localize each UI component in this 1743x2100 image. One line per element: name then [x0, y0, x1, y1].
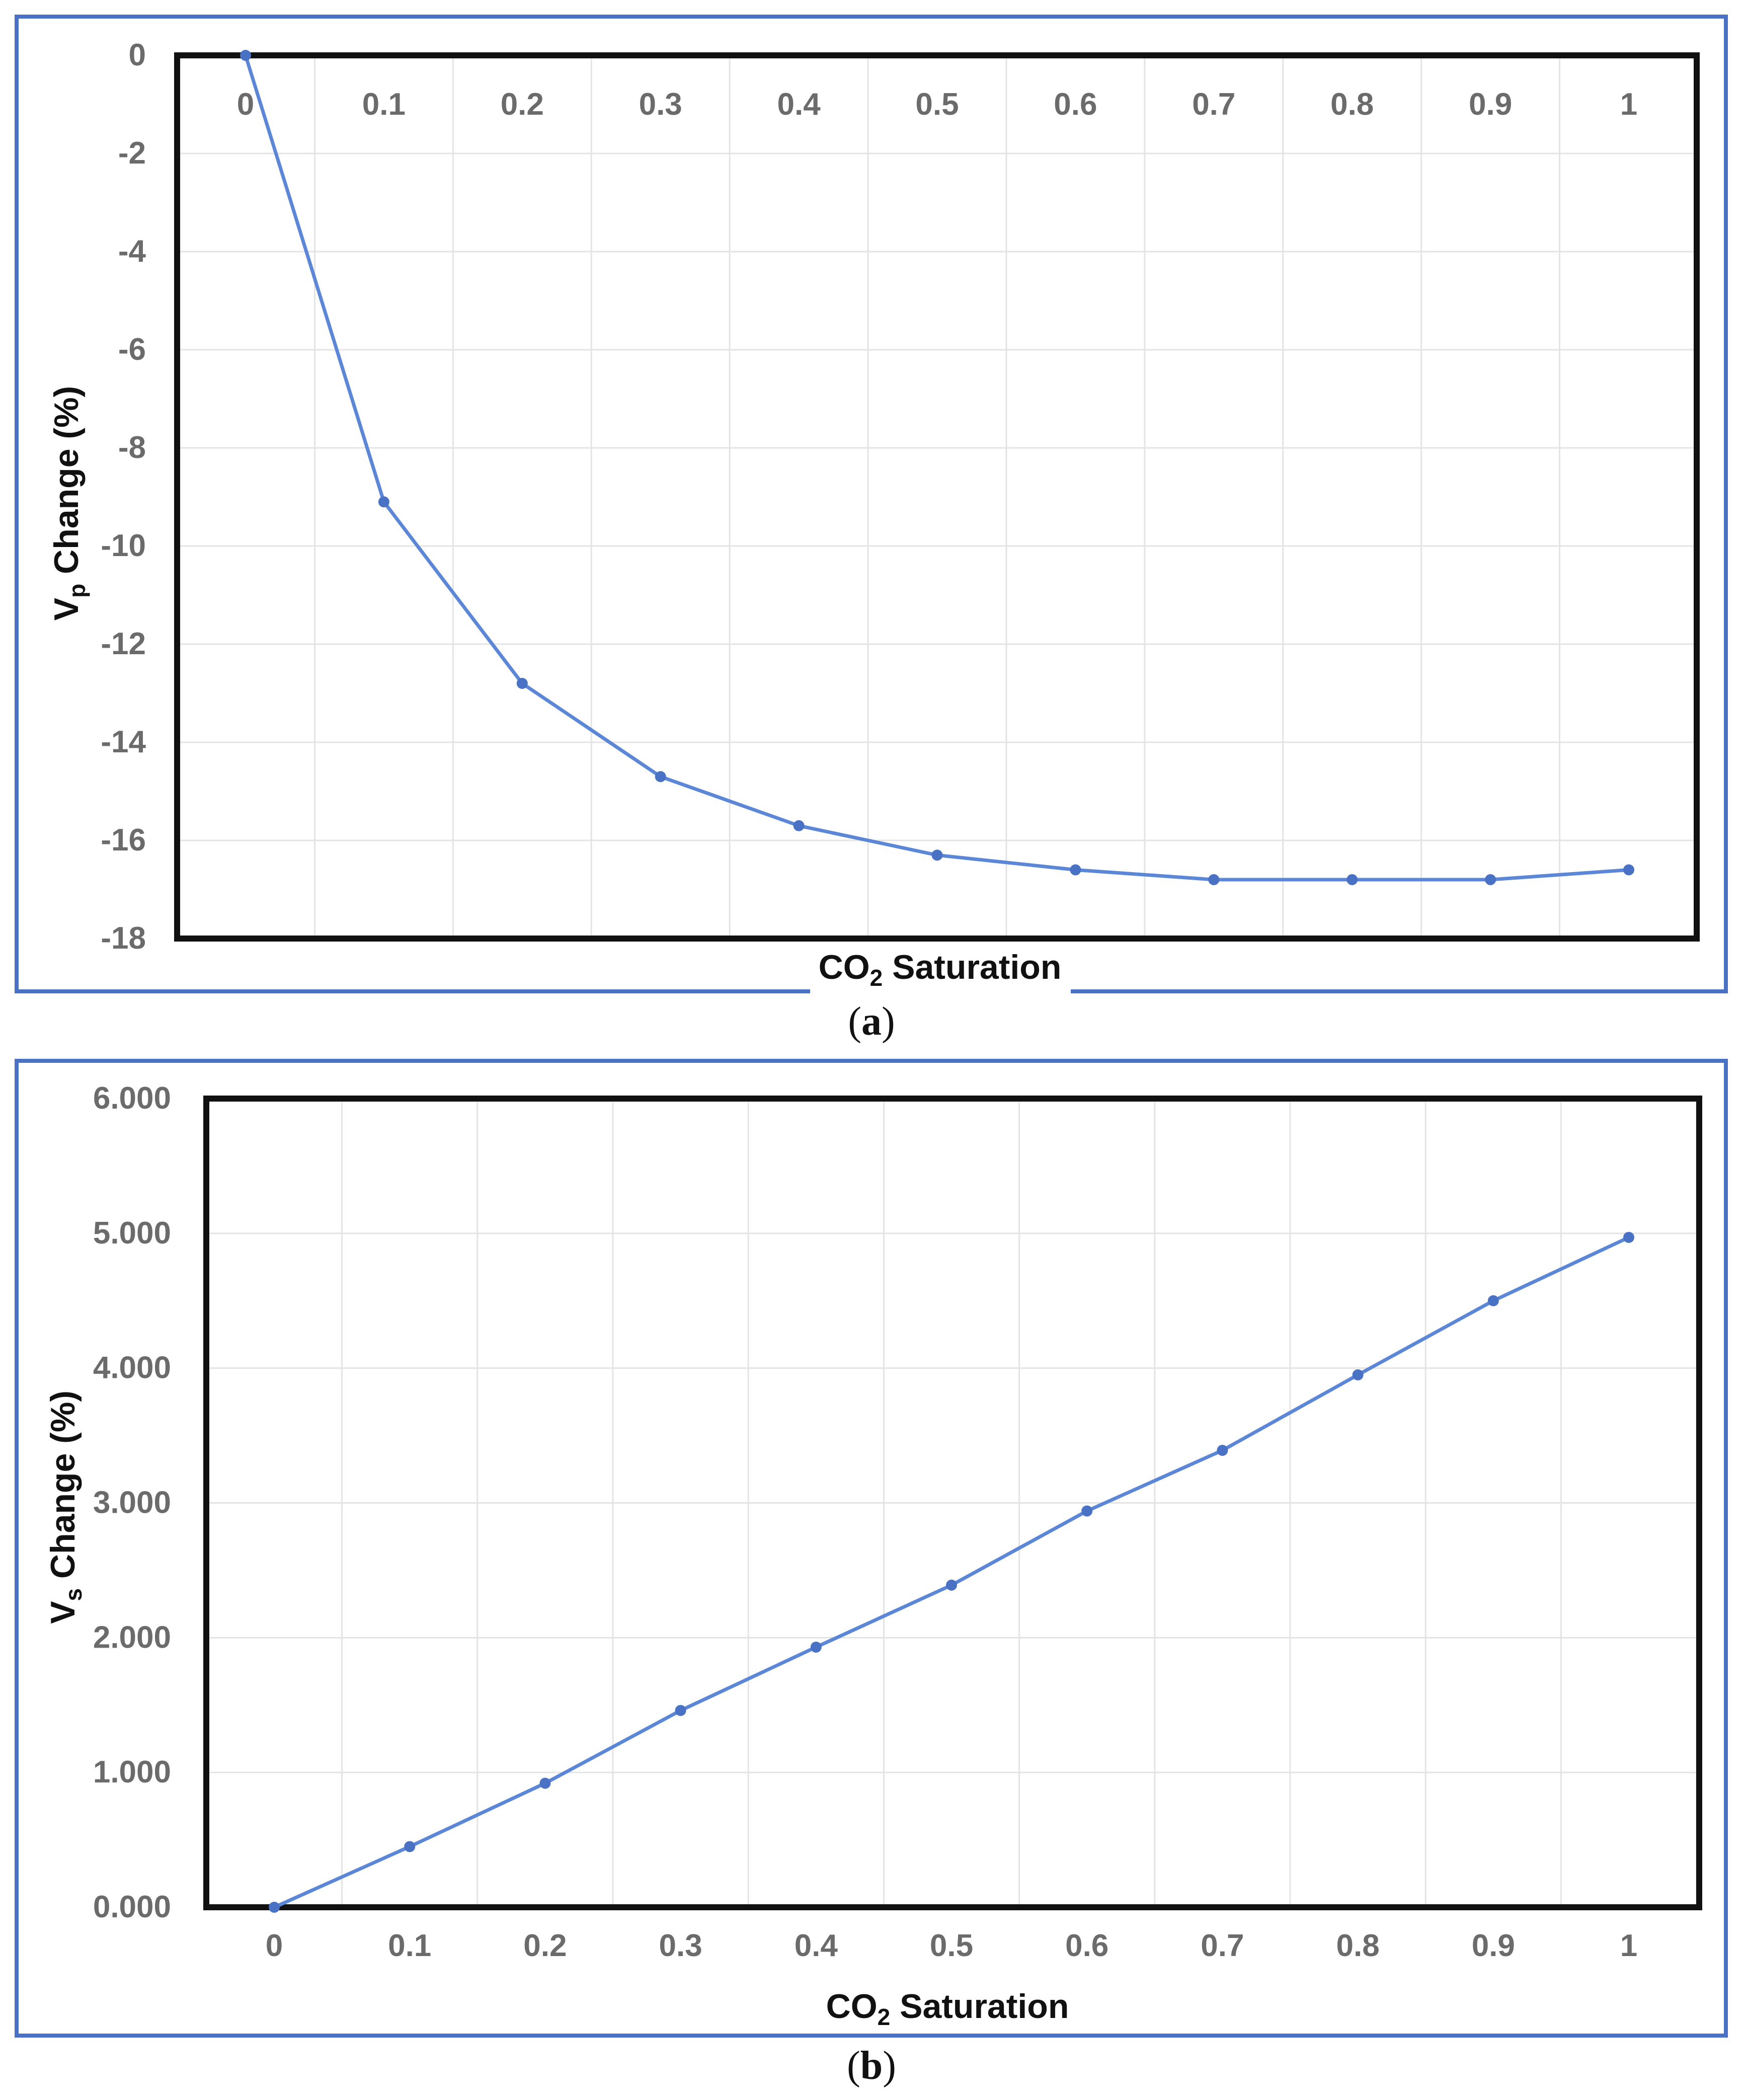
data-point	[1623, 864, 1634, 876]
y-tick-label: 0.000	[93, 1890, 171, 1924]
y-tick-label: -14	[101, 725, 146, 759]
x-tick-label: 0.9	[1469, 87, 1512, 122]
data-point	[1352, 1369, 1364, 1381]
data-point	[1485, 874, 1496, 885]
data-point	[516, 678, 528, 689]
data-point	[931, 849, 943, 861]
chart-panel-a: 0 -2 -4 -6 -8 -10 -12 -14 -16 -18 0 0.1 0.2 0.3 0.4 0.…	[0, 0, 1743, 1006]
y-tick-label: 4.000	[93, 1351, 171, 1385]
y-tick-label: 3.000	[93, 1486, 171, 1520]
y-tick-label: -18	[101, 921, 146, 956]
chart-b-plot-border	[203, 1096, 1702, 1910]
x-tick-label: 0.6	[1065, 1928, 1108, 1963]
chart-a-series	[240, 50, 1634, 885]
x-tick-label: 0.5	[915, 87, 959, 122]
x-tick-label: 1	[1620, 87, 1637, 122]
chart-a-svg: 0 -2 -4 -6 -8 -10 -12 -14 -16 -18 0 0.1 0.2 0.3 0.4 0.…	[15, 15, 1728, 996]
chart-b-x-ticks: 0 0.1 0.2 0.3 0.4 0.5 0.6 0.7 0.8 0.9 1	[266, 1928, 1637, 1963]
chart-a-grid	[177, 54, 1697, 940]
x-tick-label: 0	[266, 1928, 283, 1963]
y-tick-label: 6.000	[93, 1081, 171, 1116]
data-point	[539, 1777, 551, 1789]
chart-b-frame	[15, 1059, 1728, 2038]
data-point	[404, 1841, 416, 1852]
data-point	[1623, 1231, 1634, 1243]
y-tick-label: -16	[101, 823, 146, 858]
data-point	[793, 820, 805, 831]
chart-a-xlabel-bg	[810, 946, 1071, 996]
y-tick-label: -12	[101, 627, 146, 661]
data-point	[1208, 874, 1220, 885]
x-tick-label: 0.7	[1201, 1928, 1244, 1963]
chart-a-y-ticks: 0 -2 -4 -6 -8 -10 -12 -14 -16 -18	[101, 38, 146, 956]
data-point	[655, 771, 666, 783]
chart-b-y-ticks: 0.000 1.000 2.000 3.000 4.000 5.000 6.000	[93, 1081, 171, 1924]
chart-b-y-axis-title: Vs Change (%)	[44, 1390, 87, 1624]
x-tick-label: 0.7	[1192, 87, 1235, 122]
y-tick-label: -10	[101, 528, 146, 563]
y-tick-label: 1.000	[93, 1755, 171, 1790]
chart-a-x-ticks: 0 0.1 0.2 0.3 0.4 0.5 0.6 0.7 0.8 0.9 1	[237, 87, 1637, 122]
data-point	[946, 1579, 957, 1591]
chart-b-xlabel-bg	[819, 1980, 1076, 2031]
y-tick-label: 5.000	[93, 1216, 171, 1251]
x-tick-label: 0.5	[930, 1928, 973, 1963]
data-point	[1217, 1445, 1228, 1456]
x-tick-label: 0.2	[501, 87, 544, 122]
data-point	[1081, 1505, 1093, 1517]
y-tick-label: 0	[129, 38, 146, 72]
chart-a-frame	[15, 15, 1728, 993]
x-tick-label: 0.4	[777, 87, 821, 122]
x-tick-label: 0.4	[795, 1928, 838, 1963]
x-tick-label: 0.6	[1054, 87, 1097, 122]
x-tick-label: 1	[1620, 1928, 1637, 1963]
chart-a-y-axis-title: Vp Change (%)	[47, 386, 90, 620]
data-point	[240, 50, 251, 61]
chart-panel-b: 0.000 1.000 2.000 3.000 4.000 5.000 6.000 0 0.1…	[0, 1044, 1743, 2051]
data-point	[1070, 864, 1081, 876]
caption-b: (b)	[847, 2044, 896, 2088]
x-tick-label: 0.2	[523, 1928, 567, 1963]
x-tick-label: 0.3	[659, 1928, 702, 1963]
chart-a-plot-border	[174, 52, 1700, 942]
y-tick-label: 2.000	[93, 1620, 171, 1655]
x-tick-label: 0.1	[388, 1928, 431, 1963]
data-point	[269, 1902, 280, 1913]
y-tick-label: -6	[118, 332, 146, 367]
y-tick-label: -2	[118, 136, 146, 171]
x-tick-label: 0.8	[1336, 1928, 1379, 1963]
x-tick-label: 0	[237, 87, 254, 122]
data-point	[1346, 874, 1358, 885]
chart-b-series	[269, 1231, 1634, 1913]
caption-a: (a)	[848, 999, 895, 1044]
chart-b-svg: 0.000 1.000 2.000 3.000 4.000 5.000 6.000 0 0.1…	[15, 1059, 1728, 2038]
x-tick-label: 0.1	[362, 87, 406, 122]
data-point	[810, 1642, 822, 1653]
data-point	[378, 496, 389, 508]
x-tick-label: 0.3	[639, 87, 682, 122]
y-tick-label: -8	[118, 430, 146, 465]
y-tick-label: -4	[118, 234, 146, 269]
x-tick-label: 0.8	[1330, 87, 1374, 122]
data-point	[1487, 1295, 1499, 1306]
chart-b-x-axis-title: CO2 Saturation	[826, 1987, 1069, 2030]
x-tick-label: 0.9	[1472, 1928, 1515, 1963]
data-point	[675, 1704, 686, 1716]
chart-a-x-axis-title: CO2 Saturation	[819, 948, 1062, 991]
